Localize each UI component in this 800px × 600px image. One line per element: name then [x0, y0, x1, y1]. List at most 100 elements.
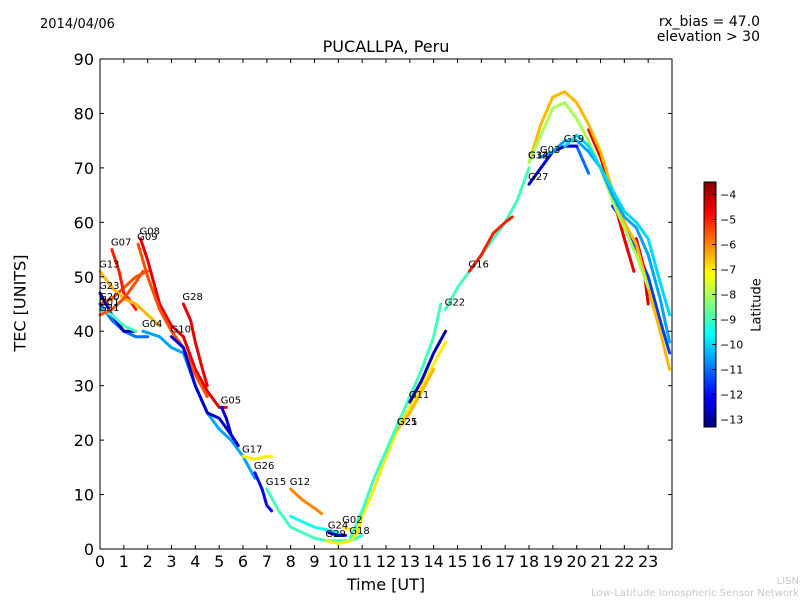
track-g22 [444, 166, 531, 311]
track-g31 [98, 269, 145, 317]
track-label-g16: G16 [468, 259, 488, 270]
track-label-g03: G03 [540, 145, 560, 156]
x-tick-label: 11 [352, 552, 372, 571]
colorbar [703, 181, 717, 428]
track-g05 [220, 405, 240, 448]
y-tick-label: 40 [74, 322, 94, 341]
x-tick-label: 19 [543, 552, 563, 571]
x-tick-label: 18 [519, 552, 539, 571]
track-label-g29: G29 [325, 529, 345, 540]
track-g12 [289, 487, 324, 516]
track-label-g27: G27 [528, 172, 548, 183]
track-label-g02: G02 [342, 515, 362, 526]
track-label-g32: G32 [528, 150, 548, 161]
rx-bias-label: rx_bias = 47.0 [658, 14, 760, 30]
track-g28 [181, 302, 209, 388]
track-g13 [98, 269, 162, 328]
x-tick-label: 16 [471, 552, 491, 571]
x-axis-label: Time [UT] [346, 575, 426, 594]
track-label-g01: G01 [99, 297, 119, 308]
track-g14 [527, 101, 650, 290]
x-tick-label: 0 [95, 552, 105, 571]
track-g19 [563, 133, 672, 317]
track-label-g15: G15 [266, 477, 286, 488]
track-label-g13: G13 [99, 259, 119, 270]
x-tick-label: 7 [262, 552, 272, 571]
track-g21 [396, 367, 436, 431]
colorbar-tick-label: −5 [720, 214, 736, 227]
track-g32 [527, 90, 672, 371]
track-label-g21: G21 [397, 417, 417, 428]
colorbar-tick-label: −7 [720, 264, 736, 277]
track-label-g05: G05 [221, 395, 241, 406]
track-label-g24: G24 [328, 521, 348, 532]
y-tick-label: 90 [74, 50, 94, 69]
track-g09 [136, 242, 209, 399]
x-tick-label: 21 [590, 552, 610, 571]
x-tick-label: 5 [214, 552, 224, 571]
x-tick-label: 6 [238, 552, 248, 571]
colorbar-tick-label: −8 [720, 289, 736, 302]
y-tick-label: 70 [74, 159, 94, 178]
track-g18 [348, 302, 443, 540]
track-label-g18: G18 [349, 526, 369, 537]
track-label-g19: G19 [564, 134, 584, 145]
track-label-g11: G11 [409, 390, 429, 401]
track-label-g12: G12 [290, 477, 310, 488]
colorbar-tick-label: −10 [720, 339, 743, 352]
track-g25 [396, 340, 448, 431]
elevation-label: elevation > 30 [656, 29, 760, 45]
x-tick-label: 23 [638, 552, 658, 571]
tec-track [289, 514, 340, 535]
y-tick-label: 80 [74, 104, 94, 123]
track-label-g31: G31 [99, 303, 119, 314]
colorbar-tick-label: −13 [720, 414, 743, 427]
x-tick-label: 22 [614, 552, 634, 571]
x-tick-label: 20 [566, 552, 586, 571]
x-tick-label: 2 [143, 552, 153, 571]
chart-title: PUCALLPA, Peru [322, 37, 450, 56]
y-tick-label: 50 [74, 268, 94, 287]
track-g24 [327, 531, 347, 537]
track-g16 [467, 215, 514, 273]
x-tick-label: 17 [495, 552, 515, 571]
track-g26 [253, 471, 274, 513]
track-label-g23: G23 [99, 281, 119, 292]
track-label-g26: G26 [254, 461, 274, 472]
date-label: 2014/04/06 [40, 17, 115, 32]
track-label-g17: G17 [242, 444, 262, 455]
plot-frame [99, 58, 673, 550]
x-tick-label: 13 [400, 552, 420, 571]
colorbar-tick-label: −6 [720, 239, 736, 252]
y-tick-label: 20 [74, 431, 94, 450]
x-tick-label: 3 [166, 552, 176, 571]
colorbar-tick-label: −11 [720, 364, 743, 377]
lisn-watermark-long: Low-Latitude Ionospheric Sensor Network [591, 588, 799, 599]
lisn-watermark: LISN [776, 576, 799, 587]
y-tick-label: 10 [74, 486, 94, 505]
track-label-g07: G07 [111, 238, 131, 249]
colorbar-tick-label: −9 [720, 314, 736, 327]
track-label-g14: G14 [528, 150, 548, 161]
track-g11 [408, 329, 448, 404]
track-label-g09: G09 [137, 232, 157, 243]
track-label-g10: G10 [171, 325, 191, 336]
x-tick-label: 4 [190, 552, 200, 571]
x-tick-label: 15 [447, 552, 467, 571]
track-label-g20: G20 [99, 292, 119, 303]
x-tick-label: 1 [119, 552, 129, 571]
colorbar-tick-label: −4 [720, 189, 736, 202]
x-tick-label: 9 [309, 552, 319, 571]
track-label-g28: G28 [182, 292, 202, 303]
track-g08 [139, 237, 228, 409]
x-tick-label: 14 [423, 552, 443, 571]
y-tick-label: 30 [74, 377, 94, 396]
track-label-g25: G25 [397, 417, 417, 428]
x-tick-label: 10 [328, 552, 348, 571]
track-g17 [241, 454, 274, 461]
y-tick-label: 0 [84, 540, 94, 559]
colorbar-tick-label: −12 [720, 389, 743, 402]
track-label-g22: G22 [445, 297, 465, 308]
